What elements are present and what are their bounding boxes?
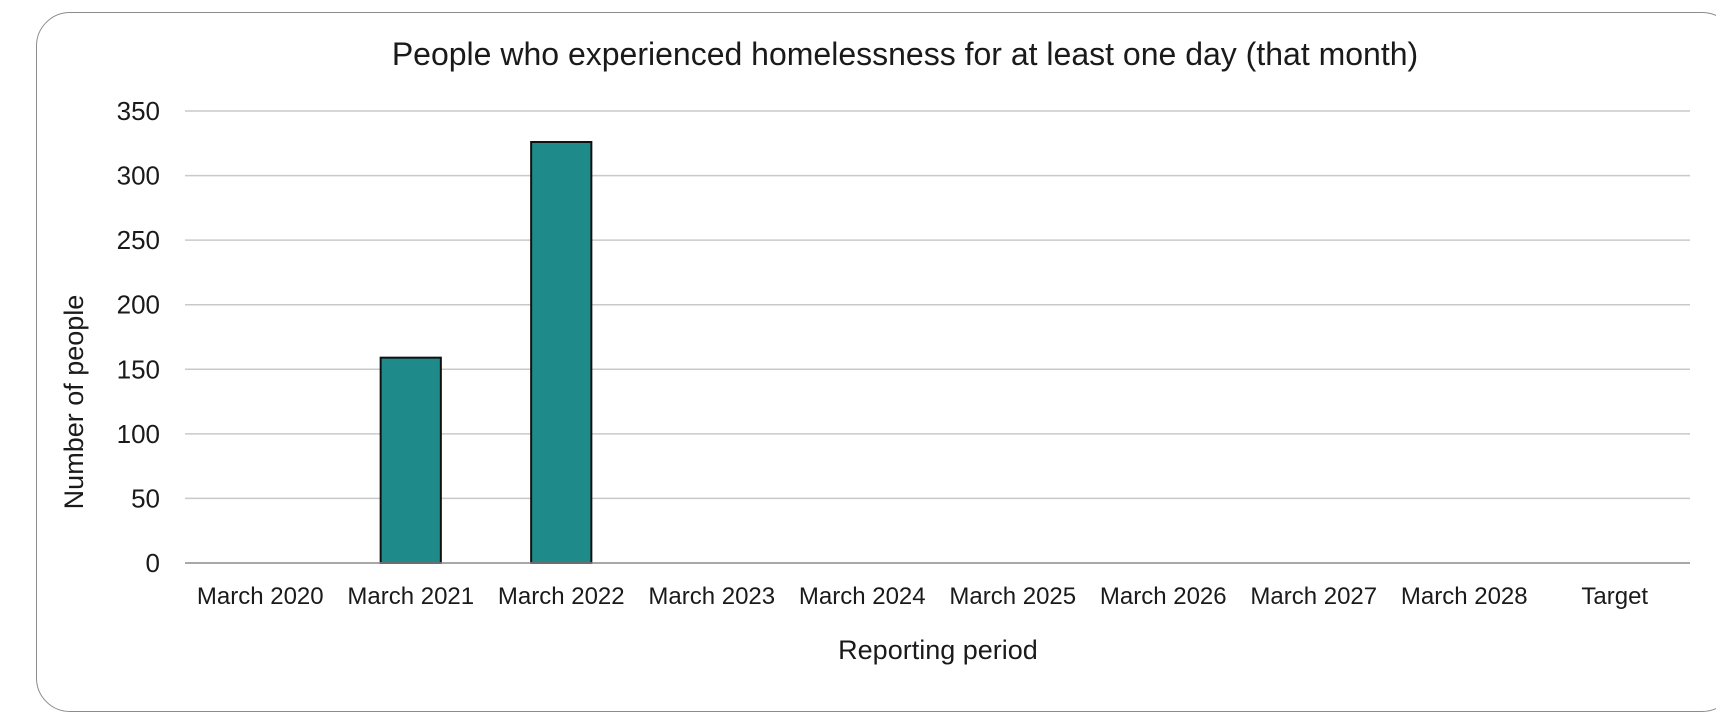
y-axis-ticks: 0 50 100 150 200 250 300 350 <box>117 96 160 578</box>
x-axis-label: Reporting period <box>838 635 1038 665</box>
x-tick-label: March 2028 <box>1401 583 1528 610</box>
x-tick-label: March 2020 <box>197 583 324 610</box>
x-tick-label: March 2023 <box>648 583 775 610</box>
x-tick-label: March 2025 <box>949 583 1076 610</box>
y-tick-label: 200 <box>117 290 160 320</box>
x-tick-label: March 2024 <box>799 583 926 610</box>
bar-march-2021 <box>379 356 442 565</box>
bar-march-2022 <box>530 140 593 564</box>
x-axis-ticks: March 2020 March 2021 March 2022 March 2023… <box>197 583 1649 610</box>
y-tick-label: 250 <box>117 225 160 255</box>
y-axis-label: Number of people <box>59 295 89 510</box>
x-tick-label: Target <box>1581 583 1648 610</box>
bars <box>379 140 593 565</box>
y-tick-label: 300 <box>117 161 160 191</box>
x-tick-label: March 2027 <box>1250 583 1377 610</box>
y-tick-label: 350 <box>117 96 160 126</box>
chart-frame <box>36 12 1716 712</box>
x-tick-label: March 2022 <box>498 583 625 610</box>
x-tick-label: March 2021 <box>347 583 474 610</box>
y-tick-label: 50 <box>131 483 160 513</box>
chart-title: People who experienced homelessness for … <box>392 36 1418 72</box>
bar-chart: People who experienced homelessness for … <box>59 36 1690 665</box>
y-tick-label: 100 <box>117 419 160 449</box>
y-tick-label: 150 <box>117 354 160 384</box>
y-tick-label: 0 <box>146 548 160 578</box>
x-tick-label: March 2026 <box>1100 583 1227 610</box>
